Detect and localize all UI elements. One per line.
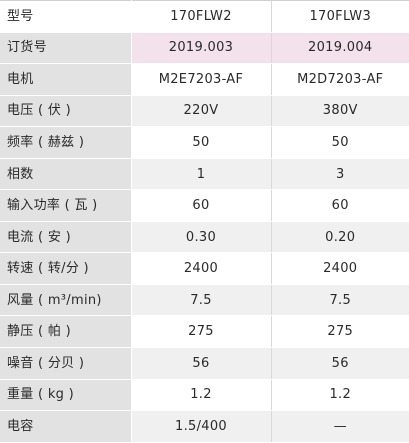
model-a-value: 1.5/400: [131, 410, 272, 443]
model-b-value: 7.5: [271, 284, 409, 317]
model-b-header: 170FLW3: [271, 0, 409, 33]
spec-row: 转速 ( 转/分 ) 2400 2400: [0, 252, 409, 285]
model-a-value: 50: [131, 126, 272, 159]
row-label: 静压 ( 帕 ): [0, 315, 132, 349]
model-a-value: 56: [131, 347, 272, 380]
row-label: 重量 ( kg ): [0, 379, 132, 412]
model-b-value: 56: [271, 347, 409, 380]
row-label: 噪音 ( 分贝 ): [0, 347, 132, 380]
model-a-value: 2400: [131, 252, 272, 285]
model-b-value: 2019.004: [271, 32, 409, 65]
row-label: 转速 ( 转/分 ): [0, 252, 132, 285]
spec-row: 风量 ( m³/min) 7.5 7.5: [0, 284, 409, 317]
model-a-value: 7.5: [131, 284, 272, 317]
model-a-value: 275: [131, 315, 272, 349]
model-b-value: 50: [271, 126, 409, 159]
spec-row: 频率 ( 赫兹 ) 50 50: [0, 126, 409, 159]
row-label: 电流 ( 安 ): [0, 221, 132, 254]
row-label: 输入功率 ( 瓦 ): [0, 189, 132, 222]
model-a-value: 0.30: [131, 221, 272, 254]
model-b-value: 380V: [271, 95, 409, 128]
model-a-value: 1: [131, 158, 272, 191]
row-label: 风量 ( m³/min): [0, 284, 132, 317]
row-label: 电容: [0, 410, 132, 443]
row-label: 电机: [0, 63, 132, 96]
spec-row: 电流 ( 安 ) 0.30 0.20: [0, 221, 409, 254]
row-label: 订货号: [0, 32, 132, 65]
spec-row: 订货号 2019.003 2019.004: [0, 32, 409, 65]
model-a-value: 60: [131, 189, 272, 222]
model-a-value: 2019.003: [131, 32, 272, 65]
model-b-value: 60: [271, 189, 409, 222]
model-b-value: 2400: [271, 252, 409, 285]
spec-row: 噪音 ( 分贝 ) 56 56: [0, 347, 409, 380]
model-b-value: 0.20: [271, 221, 409, 254]
model-b-value: M2D7203-AF: [271, 63, 409, 96]
model-a-value: M2E7203-AF: [131, 63, 272, 96]
row-label: 型号: [0, 0, 132, 33]
model-a-header: 170FLW2: [131, 0, 272, 33]
spec-row: 静压 ( 帕 ) 275 275: [0, 315, 409, 349]
model-b-value: —: [271, 410, 409, 443]
spec-row: 重量 ( kg ) 1.2 1.2: [0, 379, 409, 412]
spec-row: 相数 1 3: [0, 158, 409, 191]
spec-row: 电机 M2E7203-AF M2D7203-AF: [0, 63, 409, 96]
model-b-value: 3: [271, 158, 409, 191]
row-label: 频率 ( 赫兹 ): [0, 126, 132, 159]
model-b-value: 1.2: [271, 379, 409, 412]
spec-row: 电容 1.5/400—: [0, 410, 409, 443]
model-a-value: 1.2: [131, 379, 272, 412]
model-b-value: 275: [271, 315, 409, 349]
spec-row: 输入功率 ( 瓦 ) 60 60: [0, 189, 409, 222]
header-row: 型号 170FLW2 170FLW3: [0, 0, 409, 33]
spec-row: 电压 ( 伏 ) 220V 380V: [0, 95, 409, 128]
row-label: 相数: [0, 158, 132, 191]
row-label: 电压 ( 伏 ): [0, 95, 132, 128]
model-a-value: 220V: [131, 95, 272, 128]
